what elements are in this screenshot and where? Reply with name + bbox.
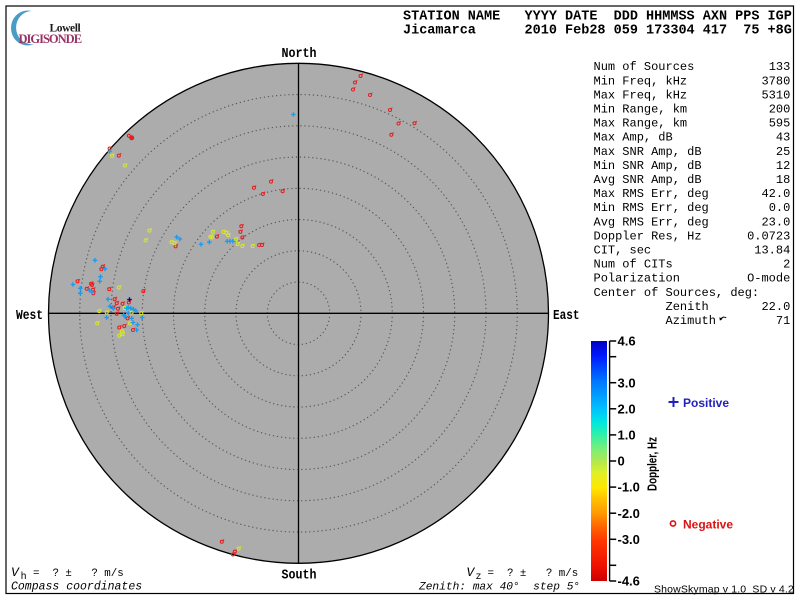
- svg-text:Polarization: Polarization: [594, 272, 680, 286]
- svg-text:V: V: [466, 565, 475, 580]
- svg-text:0.0: 0.0: [769, 201, 791, 215]
- svg-text:Max Freq, kHz: Max Freq, kHz: [594, 88, 688, 102]
- svg-text:= ? ± ? m/s: = ? ± ? m/s: [33, 568, 124, 580]
- svg-text:CIT, sec: CIT, sec: [594, 244, 652, 258]
- svg-text:0: 0: [618, 454, 625, 469]
- svg-text:43: 43: [776, 131, 790, 145]
- svg-text:Doppler Res, Hz: Doppler Res, Hz: [594, 229, 702, 243]
- svg-text:200: 200: [769, 103, 791, 117]
- svg-text:Avg RMS Err, deg: Avg RMS Err, deg: [594, 215, 709, 229]
- svg-text:22.0: 22.0: [761, 300, 790, 314]
- svg-text:Max Range, km: Max Range, km: [594, 117, 688, 131]
- svg-text:18: 18: [776, 173, 790, 187]
- svg-text:133: 133: [769, 60, 791, 74]
- svg-text:Zenith: max 40° step 5°: Zenith: max 40° step 5°: [418, 582, 580, 594]
- svg-text:V: V: [11, 565, 20, 580]
- svg-text:-2.0: -2.0: [618, 506, 640, 521]
- svg-text:23.0: 23.0: [761, 215, 790, 229]
- svg-text:z: z: [476, 572, 482, 583]
- svg-text:42.0: 42.0: [761, 187, 790, 201]
- svg-text:-1.0: -1.0: [618, 480, 640, 495]
- svg-text:O-mode: O-mode: [747, 272, 790, 286]
- svg-text:Negative: Negative: [683, 518, 733, 532]
- svg-text:Min RMS Err, deg: Min RMS Err, deg: [594, 201, 709, 215]
- svg-text:East: East: [553, 308, 580, 324]
- svg-text:Doppler, Hz: Doppler, Hz: [645, 437, 660, 491]
- svg-text:Jicamarca 2010 Feb28 059: Jicamarca 2010 Feb28 059 173304 417 75 +…: [403, 24, 792, 39]
- svg-text:-3.0: -3.0: [618, 532, 640, 547]
- svg-text:South: South: [282, 567, 317, 583]
- svg-text:Avg SNR Amp, dB: Avg SNR Amp, dB: [594, 173, 702, 187]
- svg-text:595: 595: [769, 117, 791, 131]
- svg-text:3.0: 3.0: [618, 375, 636, 390]
- svg-text:Lowell: Lowell: [50, 23, 81, 35]
- svg-text:Num of CITs: Num of CITs: [594, 258, 673, 272]
- svg-text:3780: 3780: [761, 74, 790, 88]
- svg-text:2.0: 2.0: [618, 401, 636, 416]
- svg-text:12: 12: [776, 159, 790, 173]
- svg-text:13.84: 13.84: [754, 244, 790, 258]
- svg-text:Max Amp, dB: Max Amp, dB: [594, 131, 673, 145]
- svg-text:Min Freq, kHz: Min Freq, kHz: [594, 74, 688, 88]
- svg-text:Num of Sources: Num of Sources: [594, 60, 695, 74]
- svg-text:Center of Sources, deg:: Center of Sources, deg:: [594, 286, 760, 300]
- svg-text:ShowSkymap v 1.0 SD v 4.2: ShowSkymap v 1.0 SD v 4.2: [654, 584, 794, 596]
- svg-text:Compass coordinates: Compass coordinates: [11, 581, 142, 594]
- svg-text:5310: 5310: [761, 88, 790, 102]
- svg-text:Min SNR Amp, dB: Min SNR Amp, dB: [594, 159, 702, 173]
- svg-text:Min Range, km: Min Range, km: [594, 103, 688, 117]
- svg-text:1.0: 1.0: [618, 428, 636, 443]
- svg-text:DIGISONDE: DIGISONDE: [19, 32, 82, 46]
- svg-text:Max SNR Amp, dB: Max SNR Amp, dB: [594, 145, 702, 159]
- svg-text:2: 2: [783, 258, 790, 272]
- svg-text:West: West: [16, 308, 43, 324]
- svg-text:Positive: Positive: [683, 396, 729, 410]
- svg-text:= ? ± ? m/s: = ? ± ? m/s: [488, 568, 579, 580]
- svg-text:h: h: [21, 571, 27, 583]
- svg-text:Zenith: Zenith: [594, 300, 709, 314]
- svg-text:4.6: 4.6: [618, 334, 636, 349]
- svg-text:Azimuth: Azimuth: [594, 314, 716, 328]
- svg-text:-4.6: -4.6: [618, 574, 640, 589]
- svg-text:25: 25: [776, 145, 790, 159]
- svg-text:STATION NAME YYYY DATE DDD: STATION NAME YYYY DATE DDD HHMMSS AXN PP…: [403, 10, 792, 25]
- svg-text:Max RMS Err, deg: Max RMS Err, deg: [594, 187, 709, 201]
- svg-text:71: 71: [776, 314, 790, 328]
- svg-text:North: North: [282, 46, 317, 62]
- svg-text:0.0723: 0.0723: [747, 229, 790, 243]
